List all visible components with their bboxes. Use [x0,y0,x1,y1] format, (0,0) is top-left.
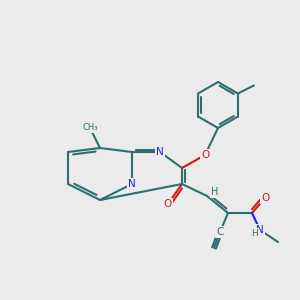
Text: O: O [261,193,269,203]
Text: O: O [164,199,172,209]
Text: H: H [250,229,257,238]
Text: C: C [216,227,224,237]
Text: N: N [156,147,164,157]
Text: CH₃: CH₃ [82,124,98,133]
Text: N: N [256,225,264,235]
Text: N: N [128,179,136,189]
Text: H: H [211,187,219,197]
Text: O: O [201,150,209,160]
